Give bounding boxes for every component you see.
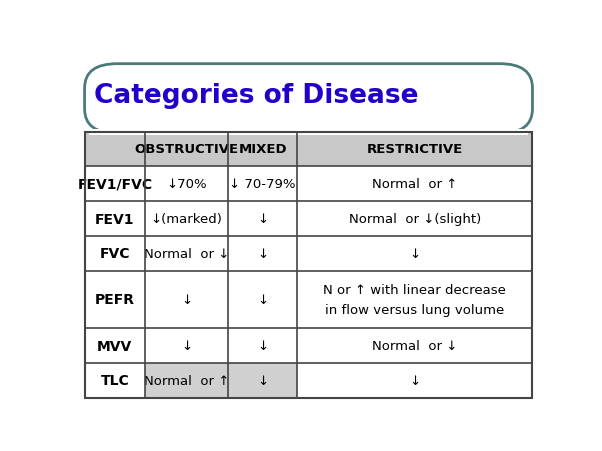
Text: ↓: ↓ [181, 339, 192, 352]
Text: ↓ 70-79%: ↓ 70-79% [229, 178, 296, 191]
Text: ↓(marked): ↓(marked) [150, 212, 222, 226]
Bar [84, 167, 533, 202]
Bar [228, 363, 297, 398]
Bar [84, 132, 533, 167]
Text: ↓70%: ↓70% [166, 178, 207, 191]
Text: ↓: ↓ [409, 374, 420, 387]
FancyBboxPatch shape [84, 64, 533, 134]
Text: Normal  or ↓(slight): Normal or ↓(slight) [349, 212, 481, 226]
Text: Normal  or ↑: Normal or ↑ [144, 374, 229, 387]
Text: ↓: ↓ [257, 339, 268, 352]
Text: ↓: ↓ [181, 293, 192, 306]
Text: ↓: ↓ [257, 374, 268, 387]
Text: FEV1/FVC: FEV1/FVC [77, 177, 152, 191]
Text: MIXED: MIXED [238, 143, 287, 156]
Text: PEFR: PEFR [95, 293, 135, 307]
Bar [84, 202, 533, 236]
Text: N or ↑ with linear decrease: N or ↑ with linear decrease [323, 283, 506, 296]
Text: MVV: MVV [97, 339, 132, 353]
Bar [84, 236, 533, 271]
Text: ↓: ↓ [257, 212, 268, 226]
Text: Normal  or ↓: Normal or ↓ [372, 339, 458, 352]
Bar [84, 271, 533, 328]
Text: in flow versus lung volume: in flow versus lung volume [325, 304, 504, 317]
Text: TLC: TLC [101, 373, 129, 387]
Text: FEV1: FEV1 [95, 212, 135, 226]
Bar [84, 328, 533, 363]
Text: Normal  or ↓: Normal or ↓ [144, 247, 229, 260]
Text: ↓: ↓ [409, 247, 420, 260]
Text: Normal  or ↑: Normal or ↑ [372, 178, 458, 191]
Bar [84, 363, 533, 398]
Text: FVC: FVC [99, 247, 130, 261]
Bar [84, 132, 533, 398]
Text: OBSTRUCTIVE: OBSTRUCTIVE [134, 143, 238, 156]
Bar [145, 363, 228, 398]
Text: RESTRICTIVE: RESTRICTIVE [367, 143, 463, 156]
Text: Categories of Disease: Categories of Disease [94, 83, 418, 109]
Text: ↓: ↓ [257, 247, 268, 260]
Text: ↓: ↓ [257, 293, 268, 306]
Bar [89, 129, 528, 136]
